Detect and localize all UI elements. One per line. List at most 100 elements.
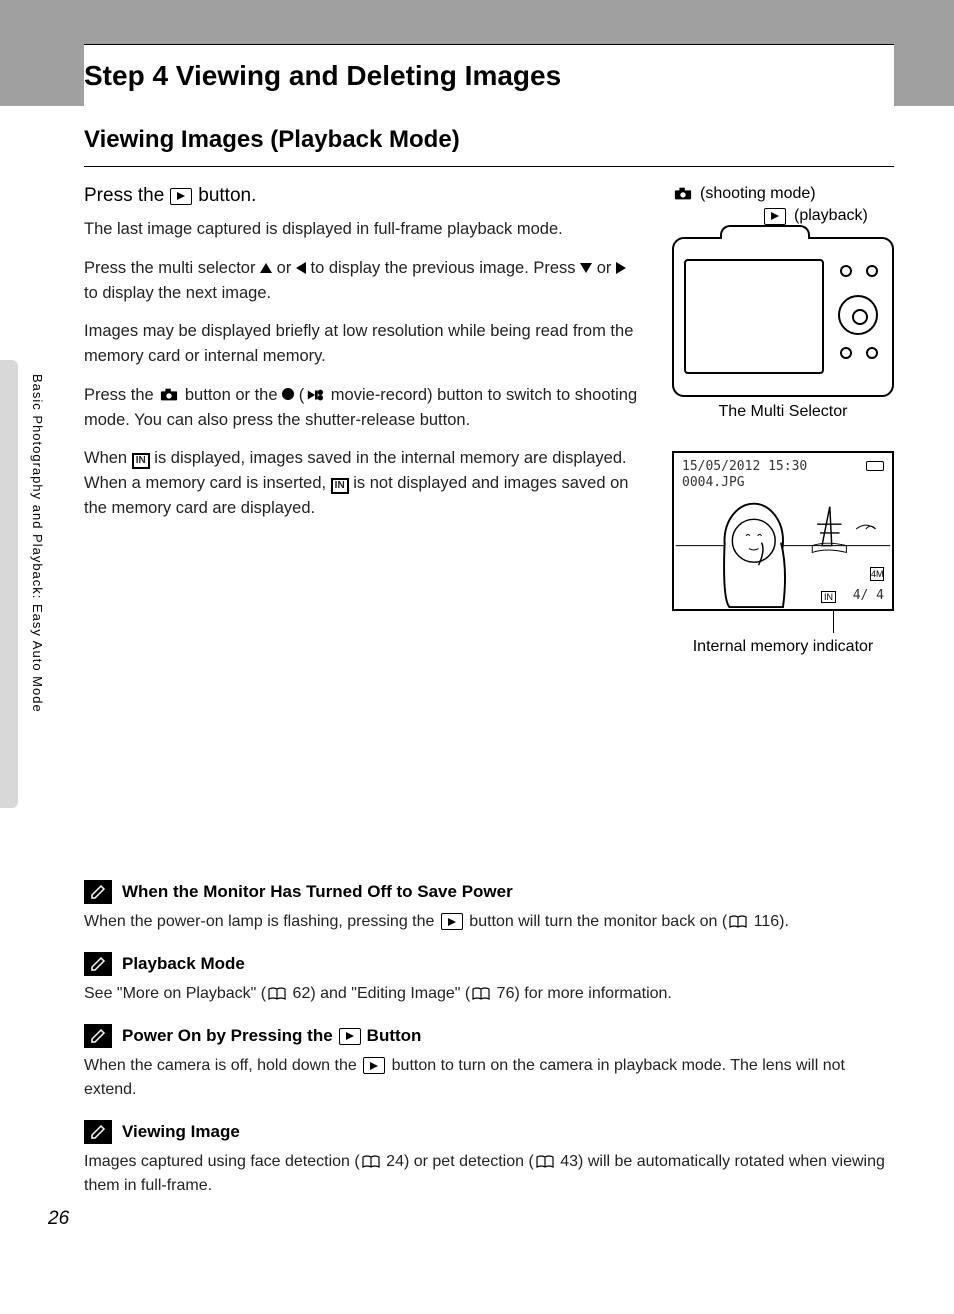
side-tab-text: Basic Photography and Playback: Easy Aut…: [30, 374, 45, 804]
multi-selector-dial: [838, 295, 878, 335]
camera-icon: [674, 187, 692, 201]
up-arrow-icon: [260, 263, 272, 273]
note-text: See "More on Playback" (: [84, 985, 266, 1002]
playback-icon: [363, 1057, 385, 1074]
internal-memory-icon: IN: [132, 453, 150, 469]
note-title-text: Button: [367, 1026, 422, 1046]
camera-button: [840, 347, 852, 359]
instruction-heading: Press the button.: [84, 185, 644, 207]
camera-icon: [160, 388, 178, 402]
book-ref-icon: [268, 987, 286, 1001]
paragraph-5: When IN is displayed, images saved in th…: [84, 446, 644, 520]
p4-text: (: [294, 386, 304, 404]
note-icon: [84, 952, 112, 976]
note-body: When the power-on lamp is flashing, pres…: [84, 910, 894, 934]
book-ref-icon: [729, 915, 747, 929]
page-title: Step 4 Viewing and Deleting Images: [84, 44, 894, 104]
preview-wrapper: 15/05/2012 15:30 0004.JPG 4M IN 4/ 4: [672, 451, 894, 611]
note-text: Images captured using face detection (: [84, 1153, 360, 1170]
note-text: 76) for more information.: [492, 985, 672, 1002]
note-title: Viewing Image: [122, 1122, 240, 1142]
movie-icon: [306, 388, 324, 402]
note-text: 24) or pet detection (: [382, 1153, 534, 1170]
battery-icon: [866, 461, 884, 471]
p2-text: or: [592, 259, 616, 277]
note-playback-mode: Playback Mode See "More on Playback" ( 6…: [84, 952, 894, 1006]
note-title: Playback Mode: [122, 954, 245, 974]
playback-icon: [764, 208, 786, 225]
down-arrow-icon: [580, 263, 592, 273]
content-area: Step 4 Viewing and Deleting Images Viewi…: [84, 44, 894, 658]
book-ref-icon: [472, 987, 490, 1001]
note-title-text: Power On by Pressing the: [122, 1026, 333, 1046]
p2-text: to display the next image.: [84, 284, 271, 302]
playback-label: (playback): [794, 207, 868, 225]
camera-screen: [684, 259, 824, 374]
playback-icon: [170, 188, 192, 205]
size-indicator: 4M: [870, 567, 884, 581]
internal-memory-caption: Internal memory indicator: [672, 637, 894, 658]
paragraph-2: Press the multi selector or to display t…: [84, 256, 644, 306]
leader-line: [833, 611, 834, 633]
notes-section: When the Monitor Has Turned Off to Save …: [84, 880, 894, 1216]
shooting-mode-label: (shooting mode): [700, 185, 816, 203]
p4-text: button or the: [180, 386, 282, 404]
note-text: When the power-on lamp is flashing, pres…: [84, 913, 439, 930]
section-title: Viewing Images (Playback Mode): [84, 126, 894, 167]
playback-preview: 15/05/2012 15:30 0004.JPG 4M IN 4/ 4: [672, 451, 894, 611]
instruction-prefix: Press the: [84, 185, 164, 207]
side-tab-label: Basic Photography and Playback: Easy Aut…: [30, 374, 45, 713]
note-heading: When the Monitor Has Turned Off to Save …: [84, 880, 894, 904]
paragraph-4: Press the button or the ( movie-record) …: [84, 383, 644, 433]
instruction-suffix: button.: [198, 185, 256, 207]
camera-back-diagram: [672, 237, 894, 397]
note-body: See "More on Playback" ( 62) and "Editin…: [84, 982, 894, 1006]
manual-page: Basic Photography and Playback: Easy Aut…: [0, 0, 954, 1314]
note-body: When the camera is off, hold down the bu…: [84, 1054, 894, 1102]
internal-memory-indicator: IN: [821, 591, 836, 603]
note-heading: Power On by Pressing the Button: [84, 1024, 894, 1048]
note-monitor-off: When the Monitor Has Turned Off to Save …: [84, 880, 894, 934]
left-arrow-icon: [296, 262, 306, 274]
p2-text: or: [272, 259, 296, 277]
body-row: Press the button. The last image capture…: [84, 185, 894, 658]
note-icon: [84, 1024, 112, 1048]
image-count: 4/ 4: [853, 588, 884, 603]
camera-hump: [720, 225, 810, 239]
note-text: When the camera is off, hold down the: [84, 1057, 361, 1074]
right-arrow-icon: [616, 262, 626, 274]
playback-label-row: (playback): [762, 207, 894, 225]
side-tab: Basic Photography and Playback: Easy Aut…: [0, 300, 58, 850]
camera-button: [840, 265, 852, 277]
note-icon: [84, 1120, 112, 1144]
shooting-mode-label-row: (shooting mode): [672, 185, 894, 203]
page-number: 26: [48, 1208, 69, 1230]
note-title: When the Monitor Has Turned Off to Save …: [122, 882, 513, 902]
p5-text: When: [84, 449, 132, 467]
p4-text: Press the: [84, 386, 158, 404]
p2-text: to display the previous image. Press: [306, 259, 580, 277]
note-text: button will turn the monitor back on (: [465, 913, 727, 930]
note-viewing-image: Viewing Image Images captured using face…: [84, 1120, 894, 1198]
left-column: Press the button. The last image capture…: [84, 185, 644, 658]
preview-date: 15/05/2012 15:30: [682, 459, 807, 474]
multi-selector-caption: The Multi Selector: [672, 403, 894, 421]
note-text: 116).: [749, 913, 789, 930]
note-title: Power On by Pressing the Button: [122, 1026, 421, 1046]
note-power-on: Power On by Pressing the Button When the…: [84, 1024, 894, 1102]
playback-icon: [441, 913, 463, 930]
book-ref-icon: [362, 1155, 380, 1169]
camera-button: [866, 347, 878, 359]
note-body: Images captured using face detection ( 2…: [84, 1150, 894, 1198]
side-tab-marker: [0, 360, 18, 808]
camera-button: [866, 265, 878, 277]
playback-icon: [339, 1028, 361, 1045]
note-icon: [84, 880, 112, 904]
record-dot-icon: [282, 388, 294, 400]
note-heading: Viewing Image: [84, 1120, 894, 1144]
preview-filename: 0004.JPG: [682, 475, 745, 490]
right-column: (shooting mode) (playback) The Multi Sel…: [672, 185, 894, 658]
book-ref-icon: [536, 1155, 554, 1169]
internal-memory-icon: IN: [331, 478, 349, 494]
paragraph-3: Images may be displayed briefly at low r…: [84, 319, 644, 369]
